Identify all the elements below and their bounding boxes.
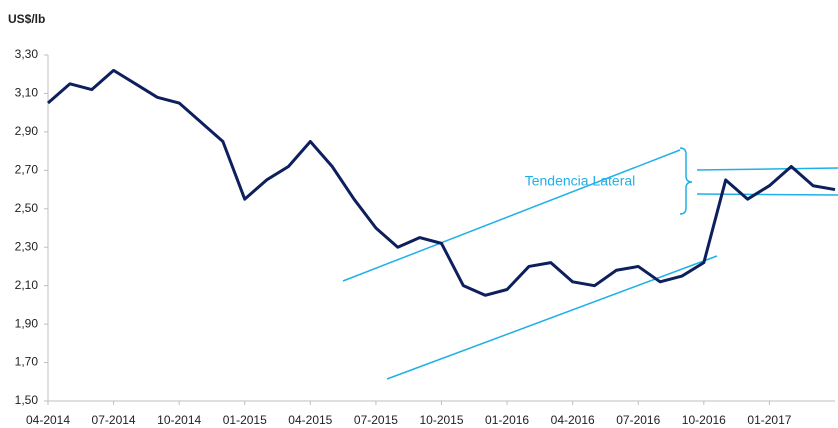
y-tick-label: 2,10 [15, 278, 39, 292]
x-tick-label: 04-2015 [288, 413, 332, 427]
y-tick-label: 2,30 [15, 239, 39, 253]
y-tick-label: 3,10 [15, 86, 39, 100]
x-tick-label: 10-2015 [419, 413, 463, 427]
trend-line [386, 255, 718, 380]
trend-line [342, 149, 681, 282]
x-tick-label: 04-2016 [551, 413, 595, 427]
trend-line [696, 167, 838, 171]
x-tick-label: 07-2015 [354, 413, 398, 427]
y-tick-label: 2,70 [15, 163, 39, 177]
y-tick-label: 3,30 [15, 47, 39, 61]
y-axis-label: US$/lb [8, 12, 45, 26]
x-tick-label: 01-2016 [485, 413, 529, 427]
x-tick-label: 01-2015 [223, 413, 267, 427]
trend-line [696, 193, 838, 196]
x-tick-label: 10-2016 [682, 413, 726, 427]
bracket [679, 147, 693, 215]
x-tick-label: 07-2016 [616, 413, 660, 427]
y-tick-label: 2,90 [15, 124, 39, 138]
y-tick-label: 1,90 [15, 316, 39, 330]
x-tick-label: 07-2014 [92, 413, 136, 427]
x-tick-label: 04-2014 [26, 413, 70, 427]
x-tick-label: 01-2017 [747, 413, 791, 427]
line-series [47, 68, 836, 297]
y-tick-label: 1,70 [15, 355, 39, 369]
y-tick-label: 2,50 [15, 201, 39, 215]
annotation: Tendencia Lateral [525, 173, 636, 189]
y-tick-label: 1,50 [15, 393, 39, 407]
x-tick-label: 10-2014 [157, 413, 201, 427]
